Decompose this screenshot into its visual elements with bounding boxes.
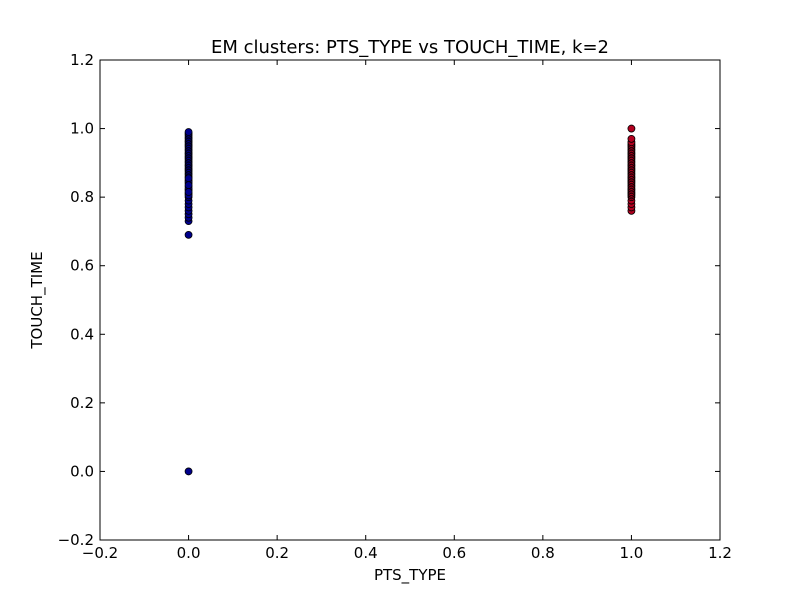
y-tick-label: 0.6: [70, 257, 94, 275]
x-tick-label: 0.0: [177, 544, 201, 562]
scatter-point-series-0: [184, 188, 193, 196]
x-tick-label: 1.2: [708, 544, 732, 562]
y-tick-label: −0.2: [58, 531, 94, 549]
scatter-point-series-0: [184, 181, 193, 190]
points-layer: [184, 124, 636, 476]
x-tick-label: 1.0: [619, 544, 643, 562]
y-tick-label: 0.0: [70, 462, 94, 480]
y-tick-label: 1.2: [70, 51, 94, 69]
ticks-layer: −0.2 0.0 0.2 0.4 0.6 0.8 1.0 1.2 −0.2 0.0 0.2 0.4 0.…: [58, 51, 732, 562]
y-tick-label: 0.8: [70, 188, 94, 206]
x-tick-label: 0.8: [531, 544, 555, 562]
x-axis-title: PTS_TYPE: [374, 566, 446, 585]
x-tick-label: 0.2: [265, 544, 289, 562]
x-tick-label: −0.2: [82, 544, 118, 562]
y-tick-label: 0.2: [70, 394, 94, 412]
scatter-point-series-0: [184, 174, 193, 183]
chart-title: EM clusters: PTS_TYPE vs TOUCH_TIME, k=2: [211, 37, 609, 58]
scatter-point-series-0: [184, 230, 193, 239]
plot-frame: [99, 59, 721, 541]
x-tick-label: 0.6: [442, 544, 466, 562]
y-axis-title: TOUCH_TIME: [28, 251, 47, 349]
scatter-point-series-0: [184, 467, 193, 476]
scatter-point-series-0: [184, 128, 193, 136]
scatter-point-series-1: [627, 134, 636, 143]
y-tick-label: 0.4: [70, 325, 94, 343]
y-tick-label: 1.0: [70, 120, 94, 138]
scatter-point-series-1: [627, 124, 636, 133]
x-tick-label: 0.4: [354, 544, 378, 562]
